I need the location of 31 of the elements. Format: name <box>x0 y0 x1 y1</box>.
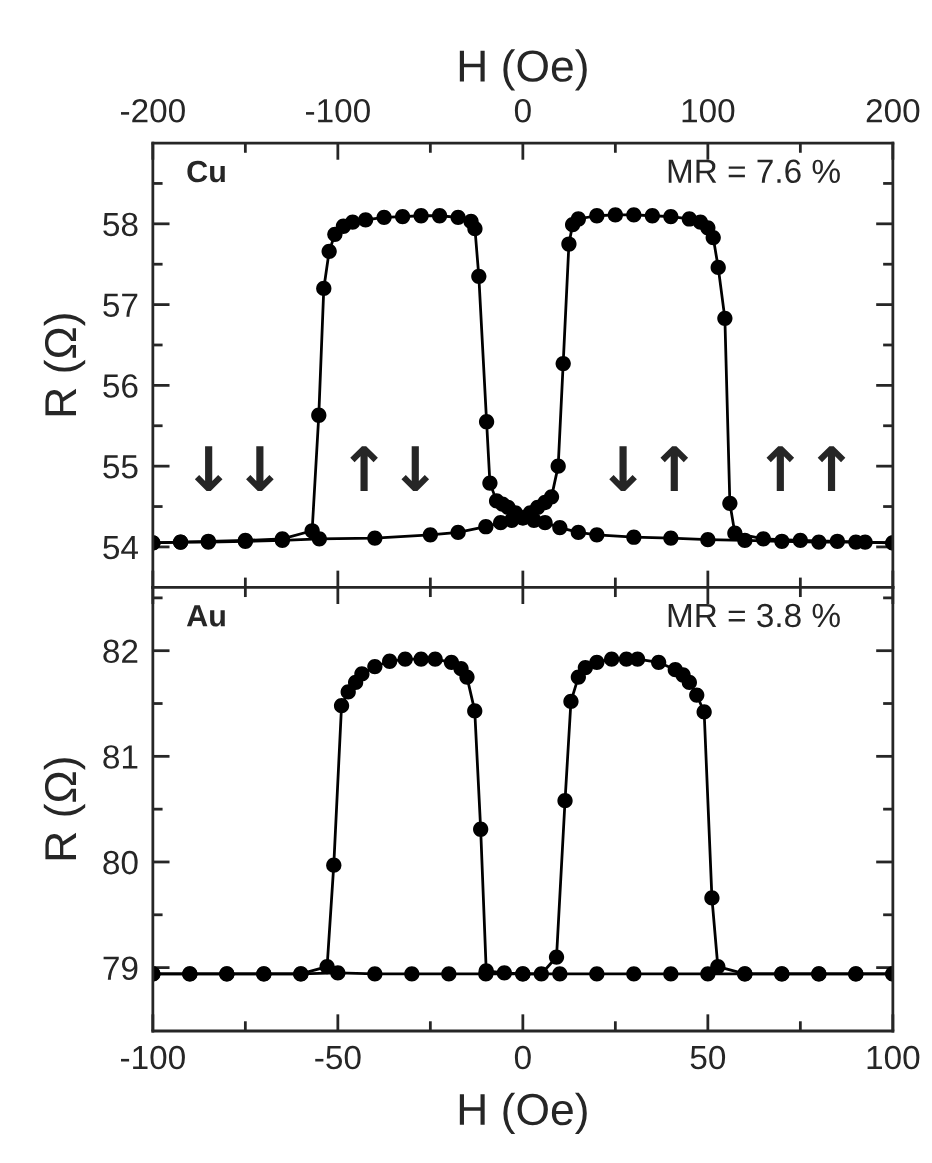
annotation: ↓↓ <box>194 446 274 492</box>
annotation: ↓↑ <box>609 446 689 492</box>
y-tick-label: 79 <box>103 956 138 981</box>
y-tick-label: 55 <box>103 455 138 479</box>
annotation: MR = 7.6 % <box>668 159 840 184</box>
y-axis-title: R (Ω) <box>43 758 86 860</box>
x-tick-label: -100 <box>120 1045 185 1070</box>
x-tick-label: 50 <box>690 1045 726 1070</box>
y-tick-label: 56 <box>103 374 138 398</box>
y-tick-label: 57 <box>103 293 138 318</box>
x-tick-label: -100 <box>305 98 370 123</box>
y-axis-title: R (Ω) <box>43 314 86 416</box>
y-tick-label: 81 <box>103 745 138 769</box>
x-tick-label: -200 <box>120 98 185 123</box>
x-axis-title: H (Oe) <box>459 49 587 91</box>
x-tick-label: 200 <box>866 98 920 123</box>
annotation: Cu <box>187 160 225 183</box>
x-tick-label: 0 <box>514 98 531 123</box>
annotation: ↑↓ <box>350 446 430 492</box>
x-tick-label: 0 <box>514 1045 531 1070</box>
annotation: MR = 3.8 % <box>668 603 840 628</box>
annotation: ↑↑ <box>766 446 846 491</box>
x-axis-title: H (Oe) <box>459 1092 587 1135</box>
x-tick-label: 100 <box>867 1045 920 1070</box>
y-tick-label: 58 <box>103 212 138 237</box>
y-tick-label: 82 <box>103 639 138 664</box>
x-tick-label: 100 <box>682 98 735 123</box>
y-tick-label: 54 <box>103 536 138 560</box>
y-tick-label: 80 <box>103 850 138 875</box>
x-tick-label: -50 <box>315 1045 361 1070</box>
annotation: Au <box>186 605 225 627</box>
